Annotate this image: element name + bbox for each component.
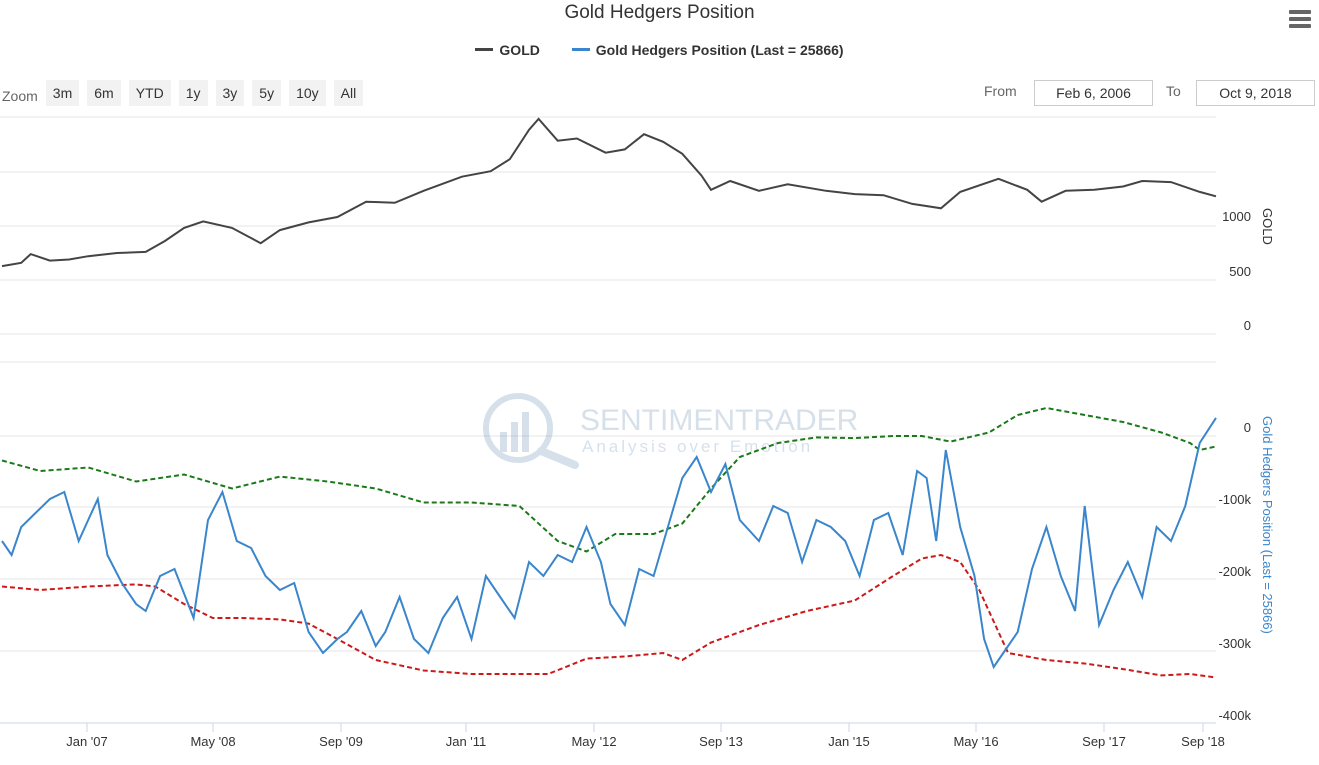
x-axis-ticks: Jan '07 May '08 Sep '09 Jan '11 May '12 Sep '… [0,722,1225,749]
zoom-all-button[interactable]: All [333,80,364,106]
x-tick-label: May '08 [190,734,235,749]
zoom-3m-button[interactable]: 3m [45,80,80,106]
chart-title: Gold Hedgers Position [564,2,755,23]
upper-band-line [1,406,1217,553]
legend-label-hedgers: Gold Hedgers Position (Last = 25866) [595,41,844,58]
hedgers-y-tick-label: -200k [1218,564,1251,579]
watermark-tagline: Analysis over Emotion [582,437,813,456]
legend-item-gold[interactable]: GOLD [475,41,540,58]
legend-swatch-hedgers [571,48,590,51]
hedgers-y-tick-label: 0 [1244,420,1251,435]
range-from-label: From [984,83,1017,99]
range-from-input[interactable]: Feb 6, 2006 [1034,80,1153,106]
lower-band-line [1,553,1217,679]
range-to-input[interactable]: Oct 9, 2018 [1196,80,1315,106]
x-tick-label: Sep '17 [1082,734,1126,749]
zoom-1y-button[interactable]: 1y [178,80,208,106]
x-tick-label: May '16 [953,734,998,749]
gold-y-tick-label: 0 [1244,318,1251,333]
legend: GOLD Gold Hedgers Position (Last = 25866… [0,38,1319,58]
legend-swatch-gold [475,48,494,51]
zoom-3y-button[interactable]: 3y [215,80,245,106]
band-lines [1,406,1217,679]
x-tick-label: Sep '18 [1181,734,1225,749]
watermark-magnifier-handle [537,447,579,469]
watermark-brand: SENTIMENTRADER [580,404,858,437]
x-tick-label: May '12 [571,734,616,749]
watermark: SENTIMENTRADER Analysis over Emotion [483,393,858,469]
hedgers-y-tick-label: -300k [1218,636,1251,651]
hamburger-menu-icon[interactable] [1289,10,1311,30]
zoom-10y-button[interactable]: 10y [289,80,326,106]
legend-item-hedgers[interactable]: Gold Hedgers Position (Last = 25866) [571,41,844,58]
watermark-bar-2 [511,422,518,452]
x-tick-label: Jan '11 [446,734,487,749]
range-to-label: To [1166,83,1181,99]
legend-label-gold: GOLD [499,41,540,58]
watermark-magnifier-icon [483,393,553,463]
x-tick-label: Jan '07 [66,734,108,749]
gold-y-tick-label: 500 [1229,264,1251,279]
hedgers-axis-title: Gold Hedgers Position (Last = 25866) [1260,416,1275,634]
y-axis-ticks: 1000 500 0 0 -100k -200k -300k -400k [1218,209,1251,723]
hedgers-position-line [1,417,1217,670]
watermark-bar-1 [500,432,507,452]
zoom-6m-button[interactable]: 6m [87,80,121,106]
x-tick-label: Sep '13 [699,734,743,749]
x-tick-label: Sep '09 [319,734,363,749]
watermark-bar-3 [522,412,529,452]
hedgers-y-tick-label: -100k [1218,492,1251,507]
zoom-ytd-button[interactable]: YTD [128,80,171,106]
gold-y-tick-label: 1000 [1222,209,1251,224]
zoom-5y-button[interactable]: 5y [252,80,282,106]
x-tick-label: Jan '15 [828,734,870,749]
data-lines [1,117,1217,670]
hedgers-y-tick-label: -400k [1218,708,1251,723]
zoom-label: Zoom [2,88,38,104]
gold-axis-title: GOLD [1260,208,1275,245]
gold-price-line [1,117,1217,268]
zoom-bar: Zoom 3m 6m YTD 1y 3y 5y 10y All [2,80,371,106]
